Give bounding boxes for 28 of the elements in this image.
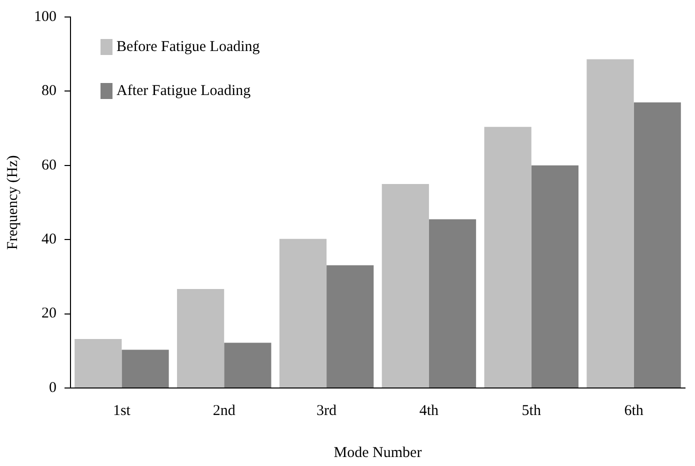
y-tick-label: 0: [49, 380, 56, 396]
x-axis-title: Mode Number: [334, 444, 422, 461]
legend-label: After Fatigue Loading: [116, 82, 252, 99]
bar: [224, 342, 272, 388]
legend-label: Before Fatigue Loading: [116, 38, 260, 55]
bar: [279, 238, 327, 388]
x-tick-label: 4th: [419, 402, 440, 419]
y-tick-label: 80: [42, 83, 56, 100]
y-tick-label: 60: [42, 157, 56, 174]
bar: [326, 265, 374, 388]
bar: [177, 288, 224, 388]
x-tick-label: 6th: [624, 402, 644, 419]
bar: [382, 184, 429, 388]
bar: [74, 339, 122, 388]
bar: [484, 126, 532, 388]
x-tick-label: 5th: [522, 402, 542, 419]
x-tick-label: 1st: [112, 402, 132, 419]
y-tick-label: 20: [42, 306, 56, 322]
bar: [428, 219, 476, 388]
x-tick-label: 2nd: [212, 402, 236, 419]
bar: [634, 102, 681, 388]
bar: [122, 350, 169, 388]
bar: [531, 165, 578, 388]
y-tick-label: 40: [42, 232, 56, 248]
y-tick-label: 100: [34, 8, 56, 25]
x-tick-label: 3rd: [316, 402, 338, 419]
y-axis-title: Frequency (Hz): [4, 155, 21, 250]
bar: [586, 59, 634, 388]
